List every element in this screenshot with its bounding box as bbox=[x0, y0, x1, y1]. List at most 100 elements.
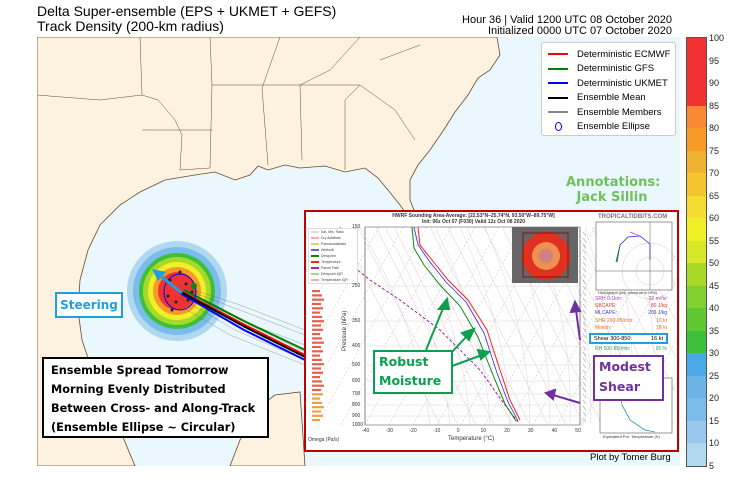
sounding-legend-label: Wetbulb bbox=[321, 248, 334, 252]
omega-bar bbox=[312, 367, 321, 370]
legend-label: Ensemble Members bbox=[577, 106, 662, 118]
omega-bar bbox=[312, 419, 320, 422]
colorbar-band bbox=[687, 443, 706, 466]
param-value: 209 J/kg bbox=[648, 310, 667, 316]
sounding-subtitle: Init: 06z Oct 07 (F030) Valid 12z Oct 08… bbox=[421, 219, 526, 225]
annotation-credit: Annotations: Jack Sillin bbox=[566, 175, 660, 205]
omega-bar bbox=[312, 371, 323, 374]
omega-bar bbox=[312, 333, 320, 336]
sounding-legend-swatch bbox=[311, 249, 319, 251]
sounding-legend-label: Pseudoadiabats bbox=[321, 242, 347, 246]
track-ensemble-mean bbox=[180, 291, 306, 358]
omega-bar bbox=[312, 294, 322, 297]
sounding-legend-label: Parcel Path bbox=[321, 266, 340, 270]
colorbar-tick-label: 40 bbox=[709, 303, 720, 314]
sounding-legend-label: Dewpoint IQR bbox=[321, 272, 343, 276]
theta-caption: Equivalent Pot. Temperature (K) bbox=[603, 434, 660, 439]
sounding-title: HWRF Sounding Area-Average: [22.53°N–25.… bbox=[392, 213, 555, 219]
shear-value: 16 kt bbox=[651, 335, 663, 342]
pressure-tick: 700 bbox=[352, 391, 361, 397]
ensemble-member-tracks bbox=[169, 284, 306, 366]
title-line2: Track Density (200-km radius) bbox=[37, 18, 224, 34]
colorbar-band bbox=[687, 398, 706, 421]
legend-item: Ensemble Members bbox=[548, 106, 661, 118]
colorbar-band bbox=[687, 285, 706, 309]
omega-bar bbox=[312, 311, 320, 314]
colorbar-band bbox=[687, 128, 706, 151]
rh-label: RH 500-850mb: bbox=[595, 346, 631, 352]
sounding-param: MLCAPE: 209 J/kg bbox=[595, 310, 667, 316]
omega-bar bbox=[312, 358, 322, 361]
legend-item: Deterministic ECMWF bbox=[548, 48, 670, 60]
pressure-tick: 800 bbox=[352, 402, 361, 408]
legend-label: Deterministic UKMET bbox=[577, 77, 668, 89]
omega-bar bbox=[312, 307, 323, 310]
omega-bar bbox=[312, 397, 320, 400]
robust-line1: Robust bbox=[379, 354, 429, 369]
omega-bar bbox=[312, 376, 320, 379]
sounding-legend-item: Temperature bbox=[309, 259, 357, 265]
spread-line: (Ensemble Ellipse ~ Circular) bbox=[51, 421, 236, 434]
spread-annotation: Ensemble Spread Tomorrow Morning Evenly D… bbox=[42, 357, 269, 438]
rh-readout: RH 500-850mb: 95 % bbox=[595, 346, 667, 352]
temperature-line bbox=[417, 226, 521, 421]
steering-arrow bbox=[152, 269, 183, 295]
colorbar-tick-label: 20 bbox=[709, 393, 720, 404]
sounding-legend-swatch bbox=[311, 267, 319, 269]
pressure-tick: 1000 bbox=[352, 422, 364, 428]
track-ukmet bbox=[179, 292, 306, 361]
sounding-legend-label: Dewpoint bbox=[321, 254, 336, 258]
legend-label: Deterministic ECMWF bbox=[577, 48, 671, 60]
omega-bar bbox=[312, 384, 324, 387]
colorbar-band bbox=[687, 330, 706, 354]
robust-moisture-label: Robust Moisture bbox=[373, 350, 453, 394]
omega-bar bbox=[312, 345, 321, 349]
legend-swatch bbox=[548, 67, 568, 70]
credit-line2: Jack Sillin bbox=[576, 190, 648, 205]
omega-bar bbox=[312, 350, 323, 353]
colorbar-tick-label: 10 bbox=[709, 438, 720, 449]
temperature-tick: 30 bbox=[527, 428, 534, 434]
sounding-legend-item: Parcel Path bbox=[309, 265, 357, 271]
sounding-legend-swatch bbox=[311, 243, 319, 245]
sounding-legend-item: Dewpoint IQR bbox=[309, 271, 357, 277]
colorbar-band bbox=[687, 308, 706, 331]
plot-credit: Plot by Tomer Burg bbox=[590, 452, 671, 463]
omega-bar bbox=[312, 388, 321, 392]
shear-line2: Shear bbox=[599, 379, 640, 394]
hodograph bbox=[595, 221, 673, 291]
sounding-legend-item: Dry Adiabats bbox=[309, 235, 357, 241]
ellipse-marker-icon bbox=[555, 122, 562, 131]
temperature-tick: 20 bbox=[504, 428, 510, 434]
omega-bar bbox=[312, 315, 322, 318]
state-borders bbox=[37, 37, 421, 171]
ensemble-ellipse bbox=[163, 273, 197, 311]
colorbar-tick-label: 25 bbox=[709, 370, 720, 381]
legend-label: Deterministic GFS bbox=[577, 63, 655, 74]
moisture-arrows bbox=[425, 296, 492, 367]
colorbar-tick-label: 45 bbox=[709, 280, 720, 291]
sounding-param: SRH 0-1km: 32 m²/s² bbox=[595, 296, 667, 302]
sounding-legend-item: Sat. Mix. Ratio bbox=[309, 229, 357, 235]
omega-bar bbox=[312, 290, 320, 293]
init-time: Initialized 0000 UTC 07 October 2020 bbox=[487, 25, 672, 37]
colorbar-tick-label: 100 bbox=[709, 33, 725, 43]
modest-shear-label: Modest Shear bbox=[593, 355, 664, 401]
sounding-legend-item: Pseudoadiabats bbox=[309, 241, 357, 247]
sounding-param: SHR 200-850mb: 19 kt bbox=[595, 318, 667, 324]
omega-bar bbox=[312, 328, 323, 331]
pressure-tick: 600 bbox=[352, 378, 361, 384]
title-line1: Delta Super-ensemble (EPS + UKMET + GEFS… bbox=[37, 3, 337, 19]
sounding-legend-swatch bbox=[311, 237, 319, 239]
shear-readout: Shear 300-850: 16 kt bbox=[589, 333, 668, 344]
omega-bar bbox=[312, 393, 323, 396]
param-label: SBCAPE: bbox=[595, 303, 617, 309]
dewpoint-line bbox=[411, 226, 517, 422]
omega-bar bbox=[312, 414, 323, 417]
colorbar-tick-label: 30 bbox=[709, 348, 720, 359]
colorbar-tick-label: 5 bbox=[709, 461, 715, 471]
skewt-chart bbox=[305, 221, 675, 434]
colorbar-band bbox=[687, 263, 706, 286]
spread-line: Morning Evenly Distributed bbox=[51, 383, 226, 396]
colorbar-band bbox=[687, 150, 706, 174]
